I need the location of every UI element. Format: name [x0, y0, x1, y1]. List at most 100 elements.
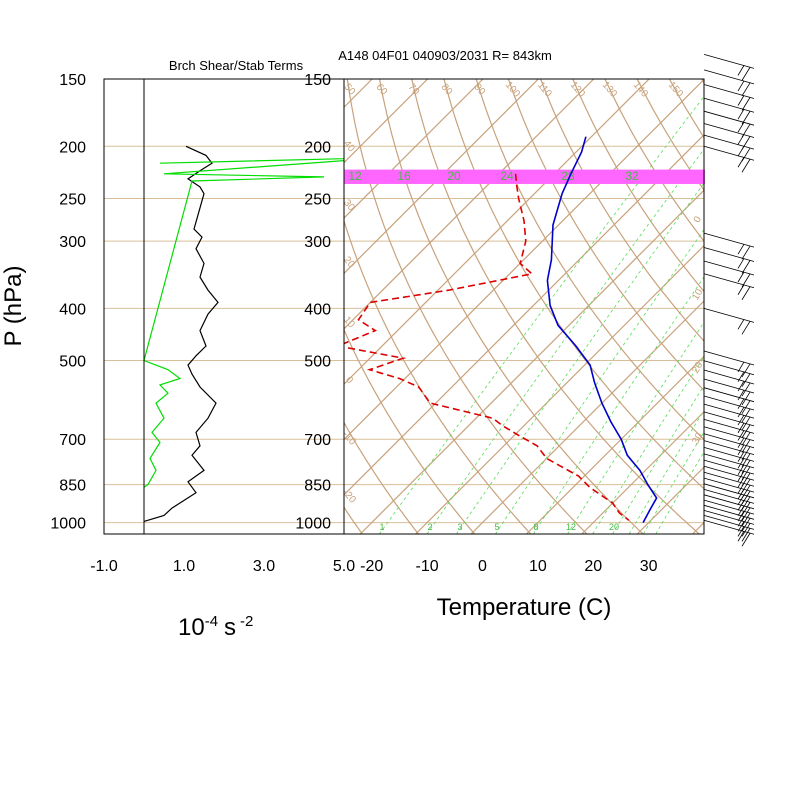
right-x-tick-labels: -20 -10 0 10 20 30: [360, 558, 657, 575]
mixing-ratio-label-bottom: 20: [609, 522, 619, 532]
mixing-ratio-line: [456, 182, 704, 534]
left-x-axis-label-unit: s: [224, 614, 236, 641]
dry-adiabat: [724, 63, 800, 534]
dry-adiabat: [411, 79, 700, 534]
mixing-ratio-label-bottom: 12: [566, 522, 576, 532]
isotherm: [470, 300, 704, 534]
skew-t-title: A148 04F01 040903/2031 R= 843km: [338, 48, 552, 63]
isotherm: [581, 410, 704, 534]
isotherm: [344, 79, 484, 219]
wind-barb: [703, 519, 755, 547]
left-x-tick: 1.0: [173, 558, 195, 575]
dry-adiabat: [443, 79, 704, 490]
mixing-ratio-label: 24: [500, 169, 514, 183]
left-pressure-tick: 400: [59, 301, 86, 318]
right-pressure-tick: 700: [304, 432, 331, 449]
left-x-tick: 5.0: [333, 558, 355, 575]
left-x-tick-labels: -1.0 1.0 3.0 5.0: [90, 558, 355, 575]
wind-barb: [703, 247, 755, 274]
dry-adiabat: [507, 79, 704, 392]
wind-barb: [703, 110, 755, 138]
isotherm-label-right: 10: [690, 287, 705, 303]
isotherm: [344, 79, 704, 441]
right-pressure-tick: 400: [304, 301, 331, 318]
stability-line: [143, 158, 344, 488]
mixing-ratio-label: 20: [447, 169, 461, 183]
wind-barb: [703, 97, 755, 125]
wind-barb: [703, 378, 755, 406]
wind-barb: [703, 446, 755, 474]
dry-adiabat: [475, 79, 704, 441]
dry-adiabat: [344, 506, 363, 534]
skew-t-plot-frame: [343, 78, 705, 535]
isotherm-label-right: 0: [692, 214, 705, 225]
dewpoint-profile: [344, 173, 630, 521]
left-pressure-tick: 850: [59, 478, 86, 495]
wind-barb: [703, 123, 755, 150]
right-pressure-tick: 150: [304, 72, 331, 89]
right-x-tick: -20: [360, 558, 383, 575]
wind-barb: [703, 426, 755, 453]
dry-adiabat: [344, 421, 419, 534]
isotherm: [344, 134, 704, 496]
mixing-ratio-label-bottom: 8: [533, 522, 538, 532]
wind-barb: [703, 350, 755, 378]
wind-barb: [703, 440, 755, 467]
wind-barb: [703, 499, 755, 527]
wind-barb: [703, 369, 755, 397]
mixing-ratio-line: [628, 409, 704, 534]
right-pressure-tick: 850: [304, 478, 331, 495]
dry-adiabat: [787, 63, 800, 534]
temperature-profile: [546, 136, 658, 523]
wind-barb: [703, 53, 755, 81]
left-pressure-tick-labels: 150 200 250 300 400 500 700 850 1000: [50, 72, 86, 533]
mixing-ratio-line: [642, 431, 704, 534]
dry-adiabat: [539, 79, 704, 342]
dry-adiabat-label-left: -20: [340, 487, 358, 505]
left-x-axis-label-base: 10: [178, 614, 205, 641]
wind-barbs-column: [703, 53, 755, 547]
wind-barb: [703, 145, 755, 173]
wind-barb: [703, 232, 755, 260]
right-x-tick: 10: [529, 558, 547, 575]
right-x-tick: 0: [478, 558, 487, 575]
left-pressure-tick: 700: [59, 432, 86, 449]
mixing-ratio-line: [495, 229, 704, 534]
isotherm-label-right: 20: [690, 360, 705, 376]
dry-adiabat: [378, 79, 644, 534]
isotherm: [526, 355, 704, 534]
shear-line: [143, 145, 219, 522]
dry-adiabat-label: 110: [535, 80, 554, 100]
mixing-ratio-line: [612, 384, 704, 534]
left-pressure-tick: 150: [59, 72, 86, 89]
right-pressure-tick: 250: [304, 191, 331, 208]
dry-adiabat-label: 80: [439, 82, 455, 98]
wind-barb: [703, 69, 755, 97]
dry-adiabat-label-left: 0: [343, 375, 355, 387]
left-x-axis-label-exp2: -2: [240, 613, 253, 630]
mixing-ratio-label: 12: [348, 169, 362, 183]
dry-adiabat-label: 100: [503, 80, 522, 100]
left-pressure-tick: 250: [59, 191, 86, 208]
left-x-axis-label: 10-4 s -2: [178, 613, 253, 641]
left-pressure-tick: 500: [59, 354, 86, 371]
right-pressure-tick: 300: [304, 234, 331, 251]
wind-barb: [703, 84, 755, 111]
right-pressure-tick: 1000: [295, 516, 331, 533]
dry-adiabat: [700, 79, 704, 85]
right-pressure-gridlines: [344, 78, 704, 524]
isotherm: [359, 189, 704, 534]
isotherm: [636, 466, 704, 534]
isotherm: [415, 244, 704, 534]
right-pressure-tick-labels: 150 200 250 300 400 500 700 850 1000: [295, 72, 331, 533]
dry-adiabat-label: 70: [406, 82, 422, 98]
left-series-group: [143, 145, 344, 522]
wind-barb: [703, 419, 755, 446]
mixing-ratio-line: [426, 148, 704, 534]
mixing-ratio-line: [567, 321, 704, 534]
wind-barb: [703, 504, 755, 532]
left-panel-title: Brch Shear/Stab Terms: [169, 58, 304, 73]
dry-adiabat: [572, 79, 704, 293]
